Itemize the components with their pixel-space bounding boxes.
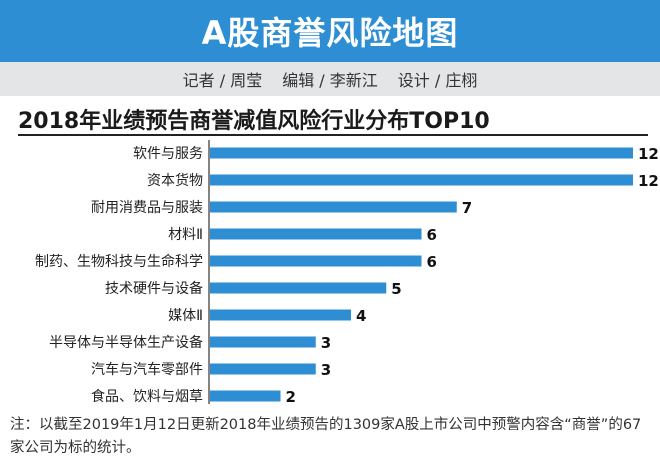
bar [210, 228, 422, 240]
bar-value-label: 3 [321, 361, 331, 379]
category-label: 食品、饮料与烟草 [91, 388, 203, 405]
bar-value-label: 2 [286, 388, 296, 406]
title-banner: A股商誉风险地图 [0, 0, 660, 62]
footnote: 注：以截至2019年1月12日更新2018年业绩预告的1309家A股上市公司中预… [10, 417, 642, 456]
bar [210, 282, 387, 294]
credits-bar: 记者 / 周莹 编辑 / 李新江 设计 / 庄栩 [0, 62, 660, 96]
page-title: A股商誉风险地图 [201, 14, 459, 52]
title-divider [18, 134, 648, 136]
bar [210, 363, 316, 375]
category-label: 软件与服务 [133, 146, 203, 162]
chart-title: 2018年业绩预告商誉减值风险行业分布TOP10 [18, 109, 490, 134]
category-label: 半导体与半导体生产设备 [49, 334, 203, 351]
bar [210, 174, 633, 186]
category-label: 汽车与汽车零部件 [91, 361, 203, 378]
bar-value-label: 4 [356, 307, 366, 325]
design-credit: 设计 / 庄栩 [397, 71, 478, 90]
bar [210, 309, 351, 321]
category-label: 媒体Ⅱ [168, 308, 203, 324]
bar-value-label: 6 [427, 253, 437, 271]
bar-chart: 软件与服务 12 资本货物 12 耐用消费品与服装 7 材料Ⅱ 6 制药、生物科技与生命科学 6 技… [35, 140, 659, 406]
reporter-credit: 记者 / 周莹 [182, 71, 263, 90]
bar-value-label: 12 [638, 145, 659, 163]
category-label: 制药、生物科技与生命科学 [35, 253, 203, 270]
editor-credit: 编辑 / 李新江 [282, 71, 378, 90]
bar-value-label: 7 [462, 199, 472, 217]
bar [210, 390, 281, 402]
bar [210, 255, 422, 267]
bar-value-label: 6 [427, 226, 437, 244]
category-label: 资本货物 [147, 172, 203, 189]
bar [210, 201, 457, 213]
bar [210, 147, 633, 159]
category-label: 材料Ⅱ [168, 227, 203, 243]
category-label: 耐用消费品与服装 [91, 200, 203, 216]
bar-value-label: 12 [638, 172, 659, 190]
bar-value-label: 5 [391, 280, 401, 298]
bar [210, 336, 316, 348]
bar-value-label: 3 [321, 334, 331, 352]
category-label: 技术硬件与设备 [105, 280, 203, 297]
